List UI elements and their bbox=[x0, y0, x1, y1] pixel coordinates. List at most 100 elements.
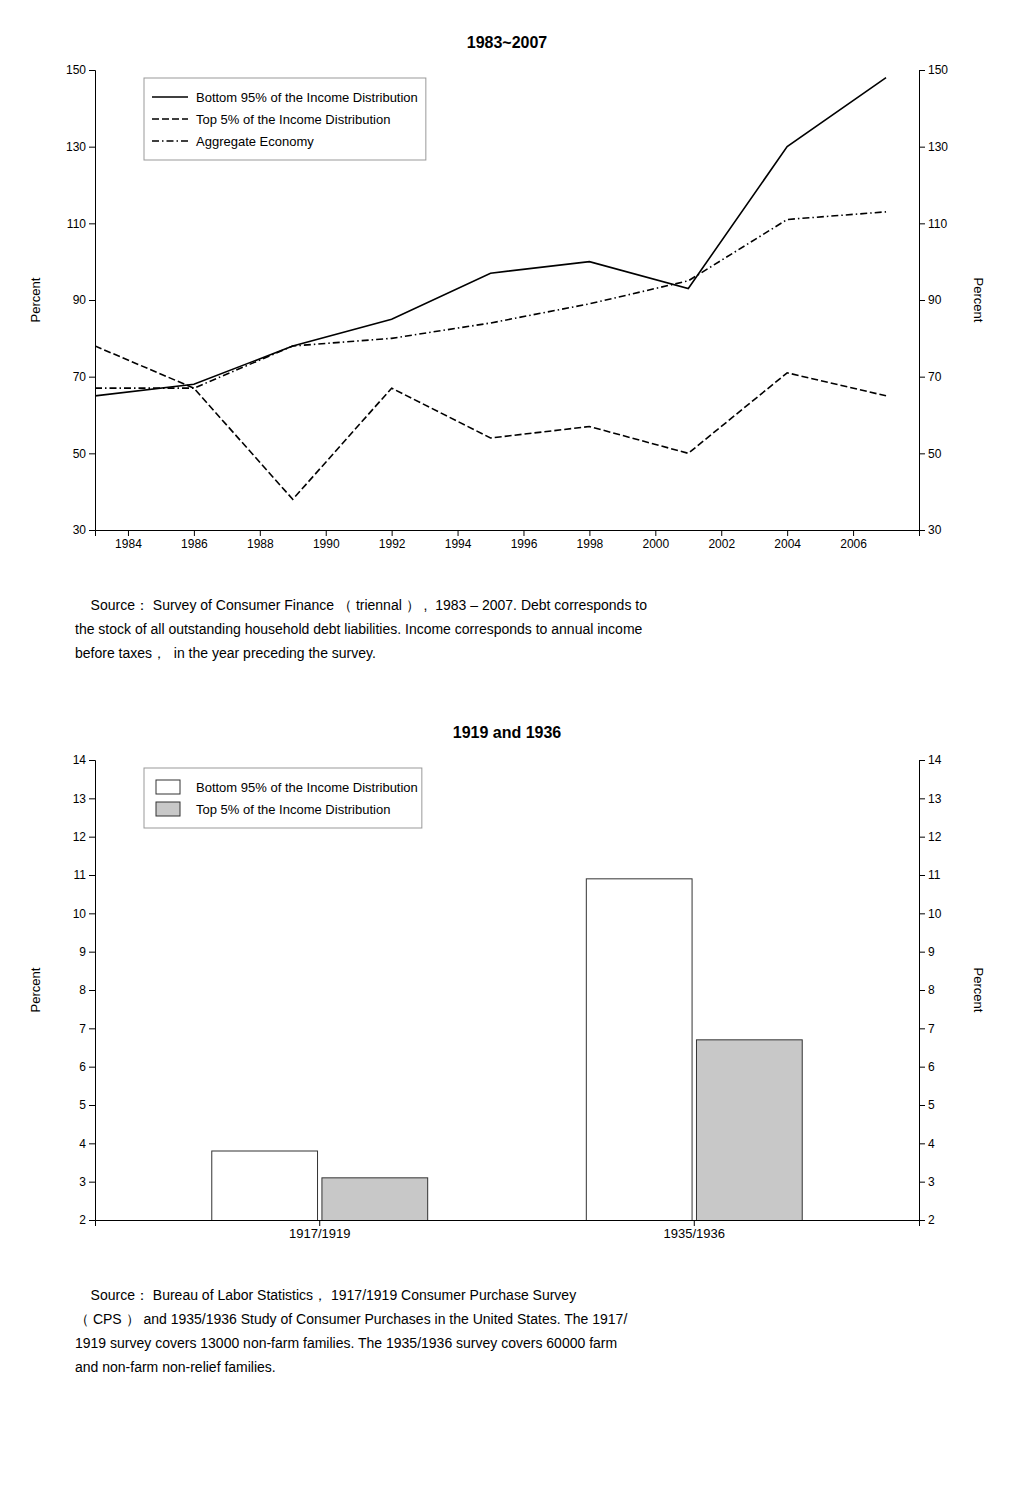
tick: 4 bbox=[79, 1137, 95, 1151]
tick: 3 bbox=[919, 1175, 935, 1189]
tick-label: 90 bbox=[928, 293, 942, 307]
tick-mark bbox=[919, 1220, 925, 1221]
tick-mark bbox=[589, 530, 590, 536]
tick-label: 12 bbox=[928, 830, 942, 844]
tick-label: 8 bbox=[79, 983, 86, 997]
tick: 1986 bbox=[181, 530, 208, 551]
plot-area bbox=[212, 879, 802, 1220]
tick: 150 bbox=[66, 63, 95, 77]
tick: 6 bbox=[79, 1060, 95, 1074]
tick-label: 130 bbox=[928, 140, 948, 154]
tick-label: 2006 bbox=[840, 537, 867, 551]
tick: 2002 bbox=[708, 530, 735, 551]
axis-line bbox=[89, 71, 96, 531]
axis-line bbox=[89, 761, 96, 1221]
tick-label: 1935/1936 bbox=[664, 1226, 725, 1241]
tick-mark bbox=[89, 1143, 95, 1144]
legend: Bottom 95% of the Income Distribution Top… bbox=[144, 78, 426, 160]
tick-label: 5 bbox=[928, 1098, 935, 1112]
tick-mark bbox=[919, 760, 925, 761]
tick: 1917/1919 bbox=[289, 1220, 350, 1241]
tick-mark bbox=[89, 1105, 95, 1106]
chart: 1917/1919 1935/1936 2 3 4 5 6 7 8 9 10 11 12 13 14 2 3 4 5… bbox=[28, 724, 986, 1297]
tick-label: 5 bbox=[79, 1098, 86, 1112]
tick-label: 2 bbox=[79, 1213, 86, 1227]
annotation: and non-farm non-relief families. bbox=[75, 1359, 276, 1375]
tick-mark bbox=[128, 530, 129, 536]
tick-label: 3 bbox=[928, 1175, 935, 1189]
tick: 2 bbox=[919, 1213, 935, 1227]
tick-label: 8 bbox=[928, 983, 935, 997]
tick-mark bbox=[919, 453, 925, 454]
tick-label: 1988 bbox=[247, 537, 274, 551]
legend-swatch bbox=[152, 118, 188, 120]
line bbox=[95, 78, 886, 396]
legend-swatch bbox=[152, 140, 188, 142]
legend-item: Aggregate Economy bbox=[152, 134, 314, 149]
tick-mark bbox=[89, 1182, 95, 1183]
y2-axis: 234567891011121314 bbox=[919, 753, 942, 1227]
tick: 2004 bbox=[774, 530, 801, 551]
tick-mark bbox=[787, 530, 788, 536]
x-axis: 1917/1919 1935/1936 bbox=[96, 1220, 920, 1241]
tick-mark bbox=[919, 952, 925, 953]
axis-line bbox=[96, 1221, 920, 1227]
tick: 1992 bbox=[379, 530, 406, 551]
tick-mark bbox=[919, 530, 925, 531]
tick-label: 150 bbox=[928, 63, 948, 77]
tick: 3 bbox=[79, 1175, 95, 1189]
tick-label: 110 bbox=[928, 217, 947, 231]
line bbox=[95, 346, 886, 499]
tick-mark bbox=[919, 1067, 925, 1068]
tick-label: 11 bbox=[928, 868, 941, 882]
tick-mark bbox=[919, 377, 925, 378]
tick: 4 bbox=[919, 1137, 935, 1151]
legend-box bbox=[144, 768, 422, 828]
tick-mark bbox=[89, 990, 95, 991]
annotation: （ CPS ） and 1935/1936 Study of Consumer … bbox=[75, 1311, 627, 1327]
legend-swatch bbox=[152, 96, 188, 98]
tick-label: 13 bbox=[928, 792, 942, 806]
tick-mark bbox=[319, 1220, 320, 1226]
legend-label: Top 5% of the Income Distribution bbox=[196, 802, 390, 817]
tick-mark bbox=[89, 1028, 95, 1029]
tick-label: 2 bbox=[928, 1213, 935, 1227]
tick: 7 bbox=[919, 1022, 935, 1036]
tick-mark bbox=[523, 530, 524, 536]
tick: 90 bbox=[919, 293, 942, 307]
tick: 9 bbox=[79, 945, 95, 959]
tick-mark bbox=[194, 530, 195, 536]
tick-label: 4 bbox=[928, 1137, 935, 1151]
tick: 70 bbox=[73, 370, 95, 384]
tick: 30 bbox=[919, 523, 942, 537]
bar bbox=[696, 1040, 802, 1220]
tick-label: 70 bbox=[928, 370, 942, 384]
y-axis: 30507090110130150 bbox=[66, 63, 96, 537]
legend-item: Top 5% of the Income Distribution bbox=[156, 802, 390, 817]
tick: 5 bbox=[79, 1098, 95, 1112]
tick-mark bbox=[89, 300, 95, 301]
chart: 1984198619881990199219941996199820002002… bbox=[28, 34, 986, 551]
tick: 14 bbox=[73, 753, 95, 767]
tick: 130 bbox=[919, 140, 948, 154]
annotations: Source： Survey of Consumer Finance （ tri… bbox=[75, 597, 647, 661]
tick-label: 1984 bbox=[115, 537, 142, 551]
tick-mark bbox=[89, 377, 95, 378]
tick: 10 bbox=[73, 907, 95, 921]
legend-swatch bbox=[156, 780, 180, 794]
tick-mark bbox=[89, 875, 95, 876]
legend-label: Bottom 95% of the Income Distribution bbox=[196, 90, 418, 105]
x-axis: 1984198619881990199219941996199820002002… bbox=[96, 530, 920, 551]
tick-mark bbox=[89, 530, 95, 531]
tick: 110 bbox=[67, 217, 95, 231]
tick-label: 10 bbox=[73, 907, 87, 921]
tick-mark bbox=[853, 530, 854, 536]
tick: 6 bbox=[919, 1060, 935, 1074]
tick-mark bbox=[89, 952, 95, 953]
tick-mark bbox=[655, 530, 656, 536]
tick: 2000 bbox=[642, 530, 669, 551]
tick-mark bbox=[89, 837, 95, 838]
tick-label: 1994 bbox=[445, 537, 472, 551]
legend-item: Top 5% of the Income Distribution bbox=[152, 112, 390, 127]
legend-box bbox=[144, 78, 426, 160]
